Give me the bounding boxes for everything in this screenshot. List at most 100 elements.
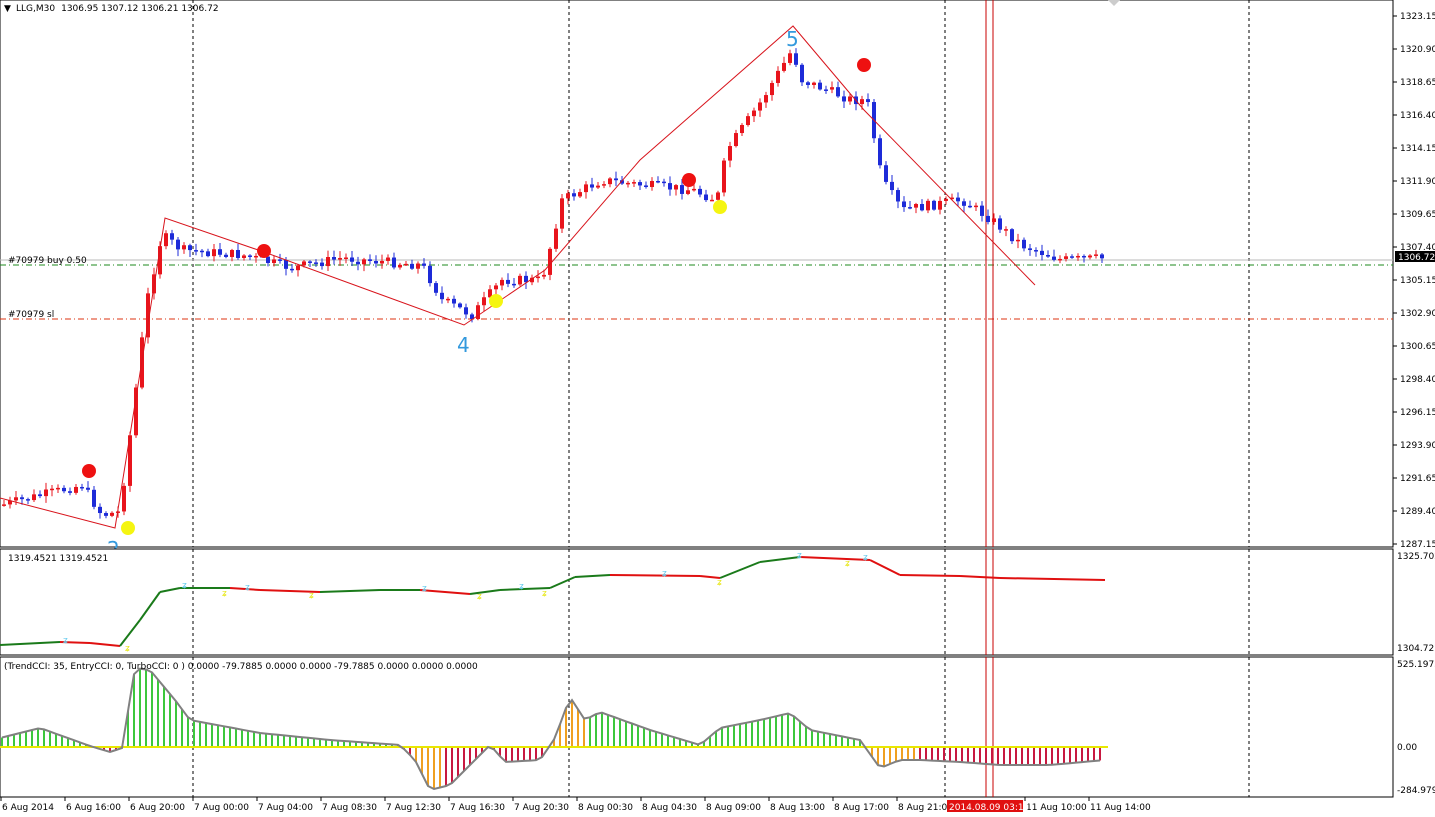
chart-symbol-label: LLG,M30 1306.95 1307.12 1306.21 1306.72 xyxy=(16,4,219,14)
candle-body xyxy=(1004,229,1008,231)
candle-body xyxy=(566,193,570,199)
ma-segment xyxy=(999,577,1106,581)
ma-marker-icon: ʑ xyxy=(422,584,427,594)
candle-body xyxy=(776,70,780,83)
ma-panel[interactable]: ʑ ʑ ʑ ʑ ʑ ʑ ʑ ʑ ʑ ʑ ʑ ʑ ʑ ʑ ʑ 1319.4521 1319.4521 xyxy=(0,548,1394,656)
corner-handle-icon[interactable] xyxy=(1108,0,1120,6)
cci-bar xyxy=(103,747,105,751)
time-highlight: 2014.08.09 03:15 xyxy=(947,800,1029,813)
cci-bar xyxy=(739,724,741,747)
candle-body xyxy=(518,275,522,285)
cci-bar xyxy=(49,731,51,747)
candle-body xyxy=(812,82,816,85)
ma-axis: 1325.702 1304.727 xyxy=(1397,552,1435,654)
expand-arrow-icon: ▼ xyxy=(4,4,11,14)
candle-body xyxy=(932,200,936,210)
candle-body xyxy=(962,201,966,206)
candle-body xyxy=(212,249,216,257)
cci-bar xyxy=(607,714,609,747)
cci-bar xyxy=(727,726,729,747)
candle-body xyxy=(494,285,498,290)
price-tick-label: 1314.15 xyxy=(1400,144,1435,154)
candle-body xyxy=(242,255,246,258)
cci-bar xyxy=(913,747,915,760)
candle-body xyxy=(920,204,924,211)
candle-body xyxy=(62,487,66,492)
price-axis: 1323.15 1320.90 1318.65 1316.40 1314.15 1311.… xyxy=(1393,12,1435,550)
ma-segment xyxy=(499,587,551,591)
candle-body xyxy=(548,248,552,275)
candle-body xyxy=(440,292,444,300)
cci-bar xyxy=(409,747,411,755)
cci-bar xyxy=(529,747,531,761)
time-tick-label: 8 Aug 04:30 xyxy=(642,803,697,813)
time-tick-label: 8 Aug 21:00 xyxy=(898,803,953,813)
ma-markers: ʑ ʑ ʑ ʑ ʑ ʑ ʑ ʑ ʑ ʑ ʑ ʑ ʑ ʑ ʑ xyxy=(63,551,868,654)
candle-body xyxy=(686,190,690,194)
candle-body xyxy=(644,185,648,188)
candle-body xyxy=(674,185,678,190)
cci-bar xyxy=(1039,747,1041,765)
cci-bar xyxy=(433,747,435,789)
cci-bar xyxy=(13,734,15,747)
candle-body xyxy=(998,218,1002,230)
ma-segment xyxy=(229,587,261,591)
ma-segment xyxy=(574,574,611,578)
ma-segment xyxy=(869,559,901,576)
cci-bar xyxy=(703,741,705,747)
cci-bar xyxy=(625,721,627,747)
cci-bar xyxy=(67,738,69,747)
candle-body xyxy=(416,263,420,269)
candle-body xyxy=(14,497,18,501)
cci-bar xyxy=(247,730,249,747)
cci-panel[interactable]: (TrendCCI: 35, EntryCCI: 0, TurboCCI: 0 … xyxy=(0,656,1394,798)
candle-body xyxy=(38,494,42,497)
cci-bar xyxy=(1027,747,1029,765)
signal-dot xyxy=(489,294,503,308)
candle-body xyxy=(770,82,774,96)
candle-body xyxy=(866,99,870,103)
candle-body xyxy=(218,249,222,255)
price-tick-label: 1287.15 xyxy=(1400,540,1435,550)
time-tick-label: 7 Aug 16:30 xyxy=(450,803,505,813)
candle-body xyxy=(692,188,696,191)
cci-bar xyxy=(553,739,555,747)
cci-bar xyxy=(925,747,927,761)
cci-bar xyxy=(1081,747,1083,763)
candle-body xyxy=(230,249,234,257)
cci-bar xyxy=(787,713,789,747)
cci-bar xyxy=(169,694,171,747)
candle-body xyxy=(902,201,906,208)
candle-body xyxy=(80,486,84,489)
price-tick-label: 1289.40 xyxy=(1400,507,1435,517)
cci-bar xyxy=(217,725,219,747)
candle-body xyxy=(110,512,114,516)
candle-body xyxy=(782,62,786,71)
cci-bar xyxy=(745,722,747,747)
candle-body xyxy=(950,197,954,200)
price-tick-label: 1298.40 xyxy=(1400,375,1435,385)
cci-bar xyxy=(937,747,939,761)
candle-body xyxy=(848,96,852,102)
cci-bar xyxy=(499,747,501,757)
cci-bar xyxy=(571,700,573,747)
cci-bar xyxy=(1003,747,1005,765)
cci-bar xyxy=(235,728,237,747)
cci-bar xyxy=(367,742,369,747)
cci-bar xyxy=(25,731,27,747)
cci-bar xyxy=(457,747,459,777)
candle-body xyxy=(338,257,342,260)
candle-body xyxy=(938,200,942,210)
ma-marker-icon: ʑ xyxy=(863,553,868,563)
cci-bar xyxy=(379,743,381,747)
cci-bar xyxy=(523,747,525,761)
cci-bar xyxy=(391,744,393,747)
candle-body xyxy=(314,262,318,264)
candle-body xyxy=(122,485,126,512)
cci-bar xyxy=(151,672,153,747)
candle-body xyxy=(992,218,996,223)
candle-body xyxy=(320,262,324,267)
candle-body xyxy=(422,263,426,266)
